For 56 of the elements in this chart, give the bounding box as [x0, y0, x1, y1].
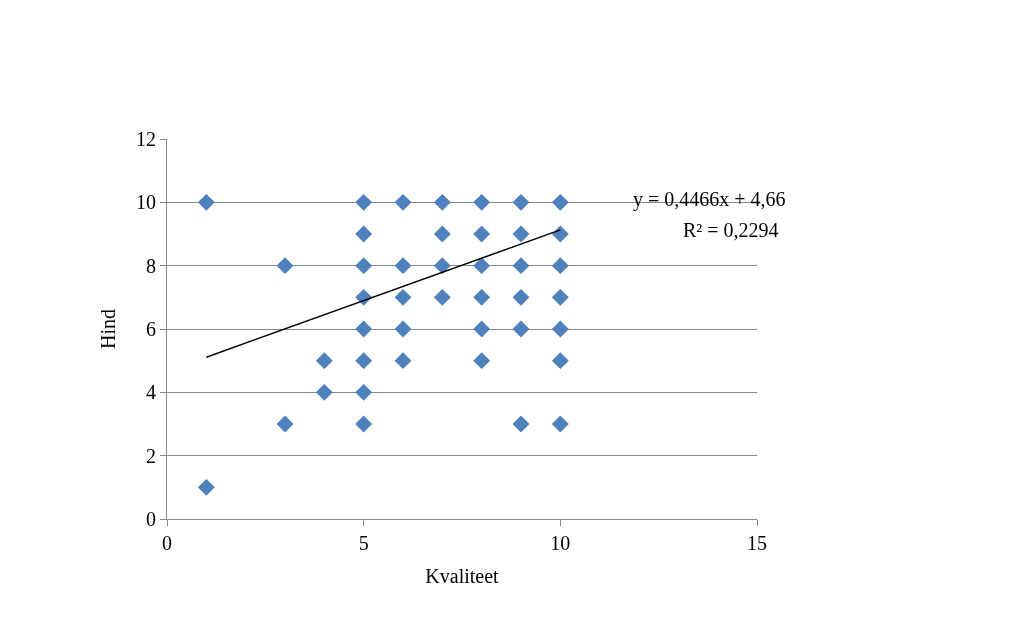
x-tick-label: 15 [747, 532, 767, 554]
y-tick-label: 12 [136, 128, 156, 150]
point [551, 352, 569, 370]
y-axis-title: Hind [96, 309, 119, 349]
point [551, 225, 569, 243]
annotation: y = 0,4466x + 4,66 [633, 188, 786, 211]
y-tick-label: 10 [136, 191, 156, 214]
point [355, 225, 373, 243]
point [315, 383, 333, 401]
point [276, 415, 294, 433]
y-tick-label: 8 [146, 254, 156, 277]
point [512, 320, 530, 338]
point [473, 193, 491, 211]
point [355, 383, 373, 401]
point [433, 257, 451, 275]
point [394, 320, 412, 338]
point [355, 352, 373, 370]
point [394, 257, 412, 275]
x-tick-label: 0 [162, 532, 172, 554]
point [551, 288, 569, 306]
point [512, 288, 530, 306]
point [473, 288, 491, 306]
point [315, 352, 333, 370]
annotation: R² = 0,2294 [683, 219, 779, 241]
point [197, 478, 215, 496]
point [433, 225, 451, 243]
y-tick-label: 6 [146, 318, 156, 340]
point [433, 193, 451, 211]
point [433, 288, 451, 306]
point [473, 320, 491, 338]
point [276, 257, 294, 275]
point [551, 415, 569, 433]
point [551, 257, 569, 275]
point [355, 257, 373, 275]
point [512, 193, 530, 211]
point [473, 225, 491, 243]
y-tick-label: 4 [146, 381, 156, 404]
point [394, 288, 412, 306]
point [512, 225, 530, 243]
point [355, 320, 373, 338]
x-tick-label: 10 [550, 532, 571, 554]
point [512, 257, 530, 275]
point [551, 320, 569, 338]
point [551, 193, 569, 211]
point [473, 352, 491, 370]
y-tick-label: 2 [146, 444, 156, 467]
point [512, 415, 530, 433]
point [197, 193, 215, 211]
y-tick-label: 0 [146, 508, 156, 530]
point [355, 193, 373, 211]
point [394, 352, 412, 370]
x-axis-title: Kvaliteet [425, 564, 500, 587]
x-tick-label: 5 [358, 532, 369, 554]
point [473, 257, 491, 275]
point [355, 415, 373, 433]
point [394, 193, 412, 211]
